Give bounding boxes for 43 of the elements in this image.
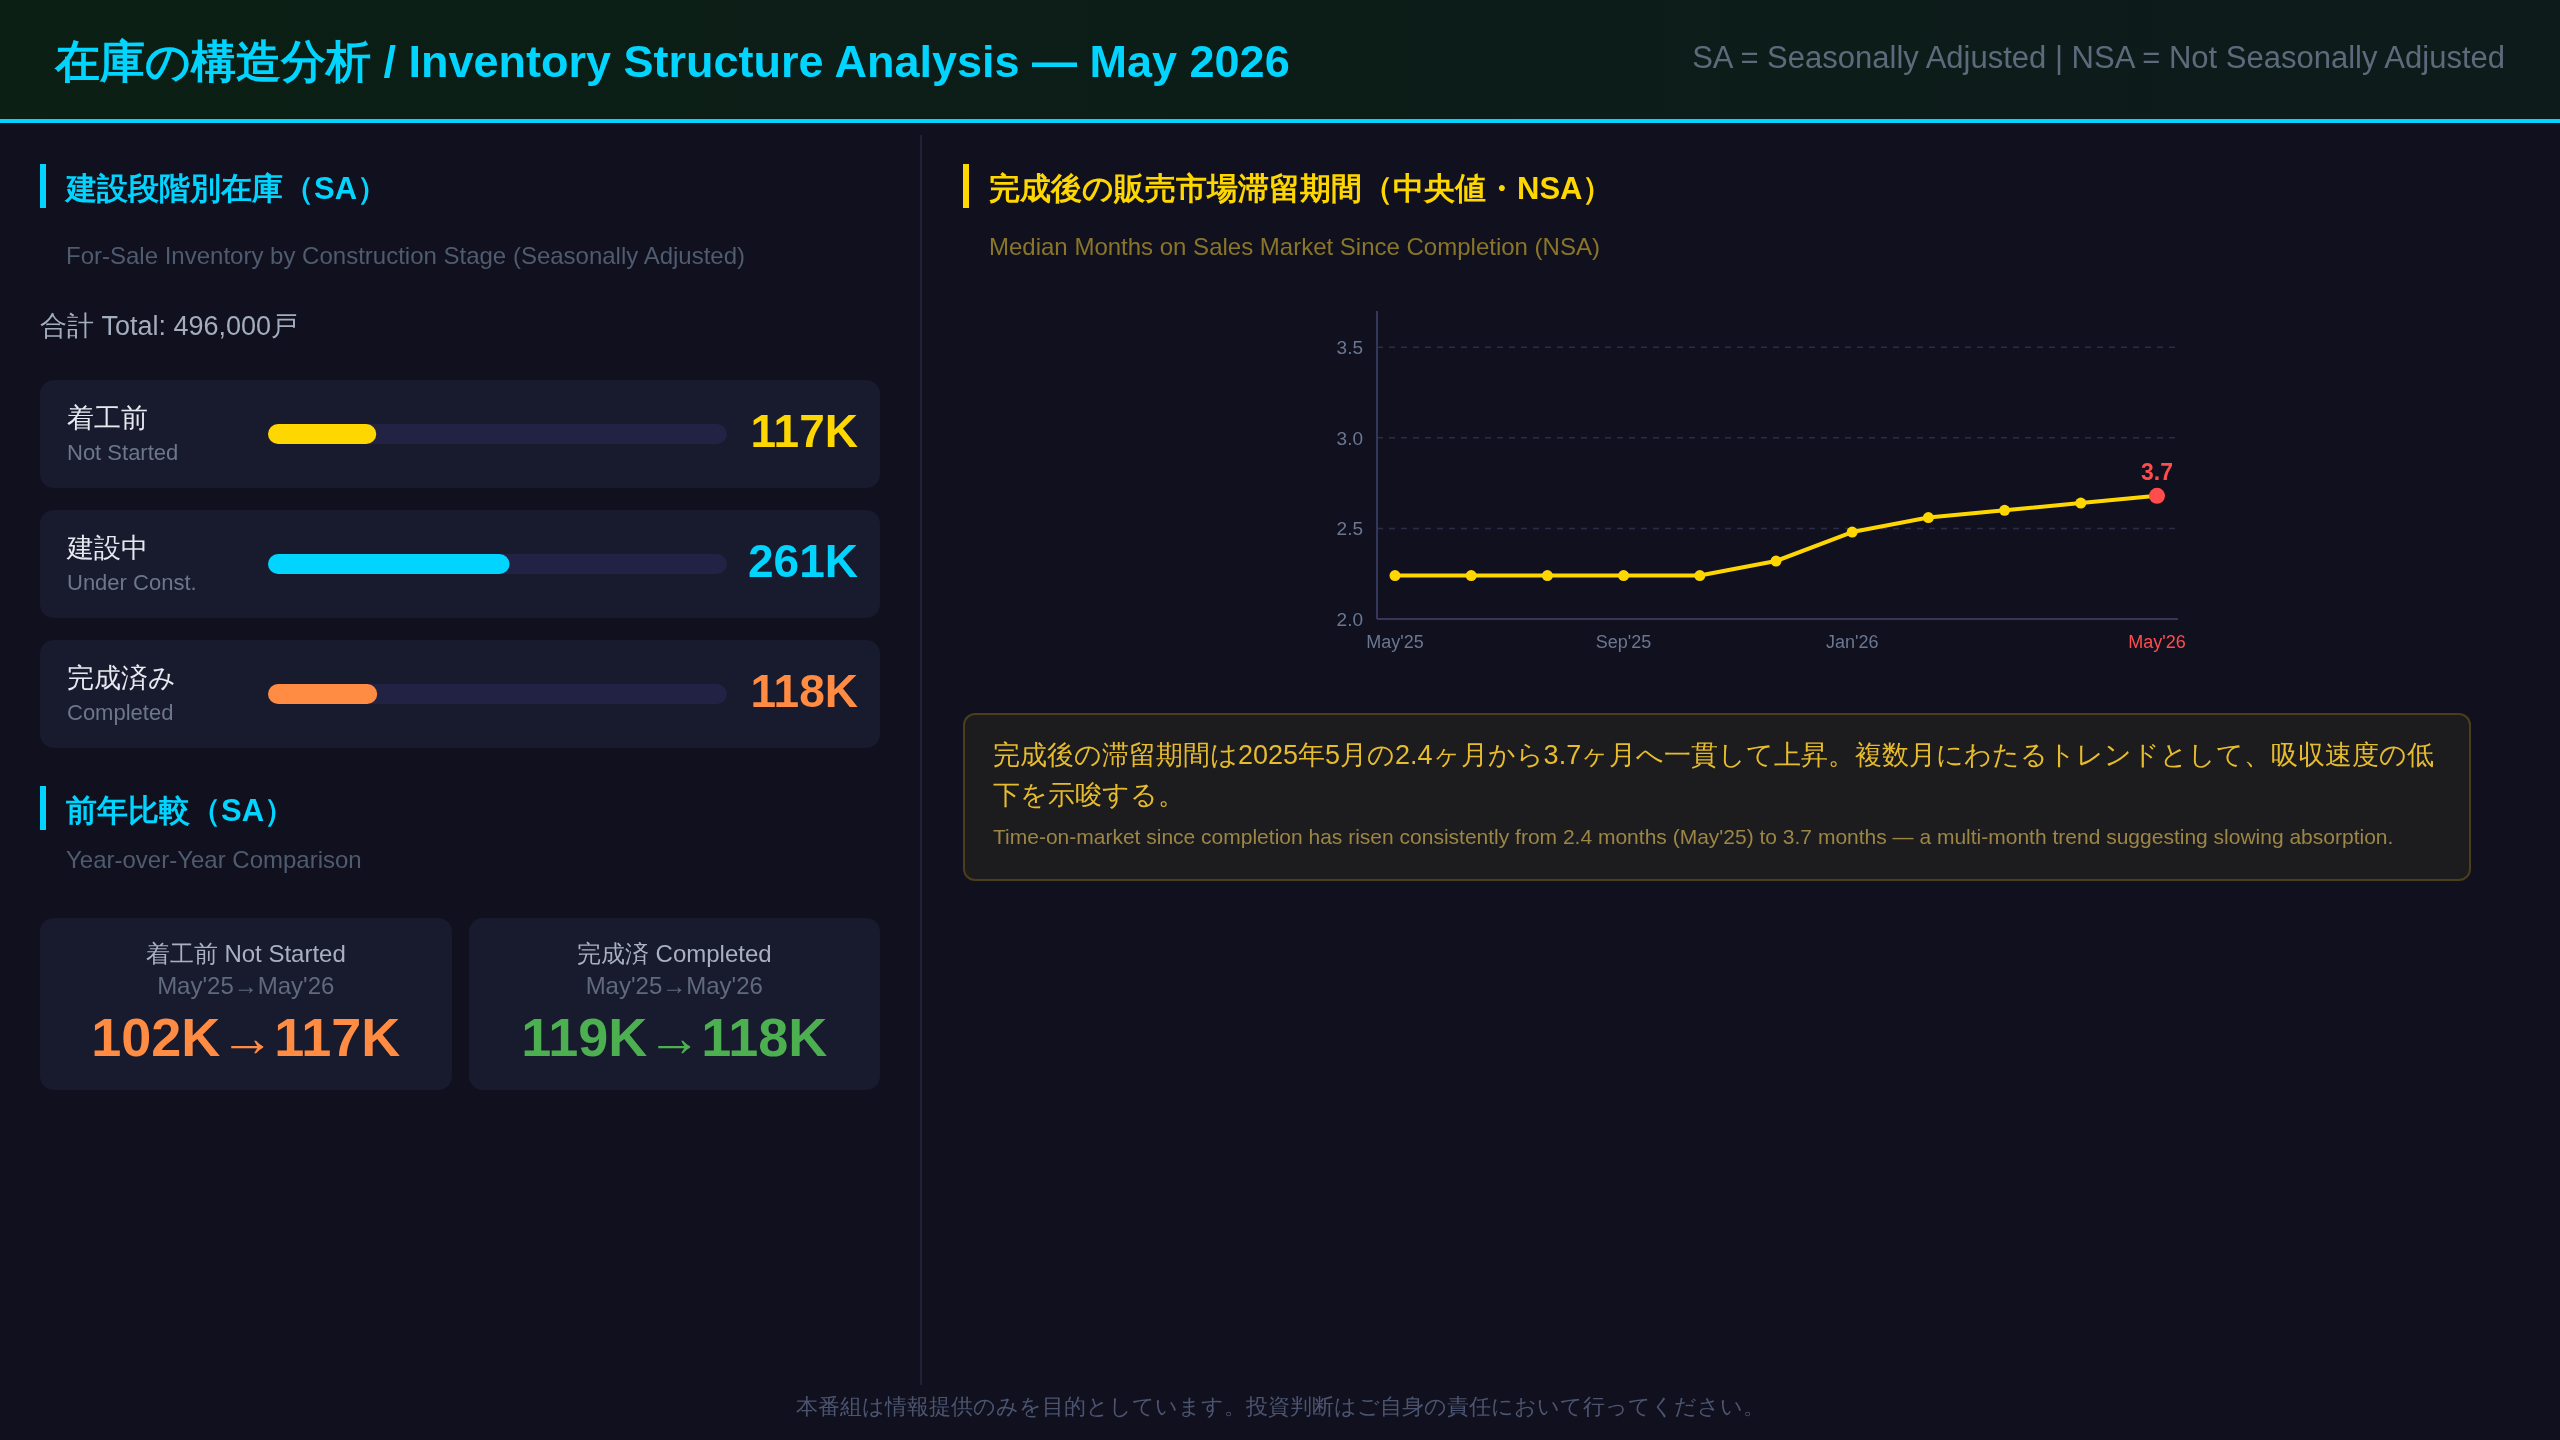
text: 在庫の構造分析 / Inventory Structure Analysis — May 2026 bbox=[55, 35, 1290, 89]
point bbox=[1618, 570, 1630, 582]
x-tick-label: May'26 bbox=[2128, 632, 2186, 652]
text: 前年比較（SA） bbox=[66, 792, 296, 830]
chart-title: 完成後の販売市場滞留期間（中央値・NSA） bbox=[989, 170, 1614, 208]
data-label: 261K bbox=[748, 534, 858, 588]
point bbox=[2075, 497, 2087, 509]
point bbox=[1389, 570, 1401, 582]
chart-title: 建設段階別在庫（SA） bbox=[66, 170, 389, 208]
y-tick-label: 着工前 Not Started bbox=[67, 402, 179, 466]
data-label: 117K bbox=[750, 404, 858, 458]
x-tick-label: May'25 bbox=[1366, 632, 1424, 652]
data-label: 118K bbox=[750, 664, 858, 718]
text: 着工前 Not Started bbox=[144, 939, 347, 969]
text: May'25→May'26 bbox=[156, 972, 336, 1000]
y-tick-label: 2.0 bbox=[1336, 609, 1363, 630]
y-tick-label: 3.5 bbox=[1336, 337, 1363, 359]
point bbox=[1770, 555, 1782, 567]
point bbox=[1541, 570, 1553, 582]
annotation: 3.7 bbox=[2141, 458, 2173, 485]
text: Year-over-Year Comparison bbox=[66, 846, 362, 874]
chart-subtitle: For-Sale Inventory by Construction Stage (Seasonally Adjusted) bbox=[66, 242, 746, 270]
text: May'25→May'26 bbox=[584, 972, 764, 1000]
y-tick-label: 完成済み Completed bbox=[67, 662, 176, 726]
text: Time-on-market since completion has risen consistently from 2.4 months (May'25) to 3.7 months — a multi-month trend suggesting slowing absorption. bbox=[993, 824, 2395, 850]
text: 本番組は情報提供のみを目的としています。投資判断はご自身の責任において行ってください。 bbox=[794, 1393, 1766, 1421]
y-tick-label: 建設中 Under Const. bbox=[67, 532, 197, 596]
x-tick-label: Sep'25 bbox=[1595, 632, 1652, 652]
text: SA = Seasonally Adjusted | NSA = Not Seasonally Adjusted bbox=[1692, 40, 2505, 76]
text: 102K→117K bbox=[90, 1006, 402, 1068]
text: 完成後の滞留期間は2025年5月の2.4ヶ月から3.7ヶ月へ一貫して上昇。複数月にわたるトレンドとして、吸収速度の低下を示唆する。 bbox=[993, 739, 2436, 812]
text: 合計 Total: 496,000戸 bbox=[40, 310, 299, 343]
chart-subtitle: Median Months on Sales Market Since Completion (NSA) bbox=[989, 233, 1600, 261]
text: 完成済 Completed bbox=[575, 939, 773, 969]
point bbox=[1694, 570, 1706, 582]
y-tick-label: 2.5 bbox=[1336, 518, 1363, 540]
point bbox=[1465, 570, 1477, 582]
text: 119K→118K bbox=[520, 1006, 829, 1068]
point bbox=[1922, 512, 1934, 524]
point bbox=[1846, 526, 1858, 538]
y-tick-label: 3.0 bbox=[1336, 427, 1363, 449]
x-tick-label: Jan'26 bbox=[1825, 632, 1879, 652]
point bbox=[1999, 504, 2011, 516]
